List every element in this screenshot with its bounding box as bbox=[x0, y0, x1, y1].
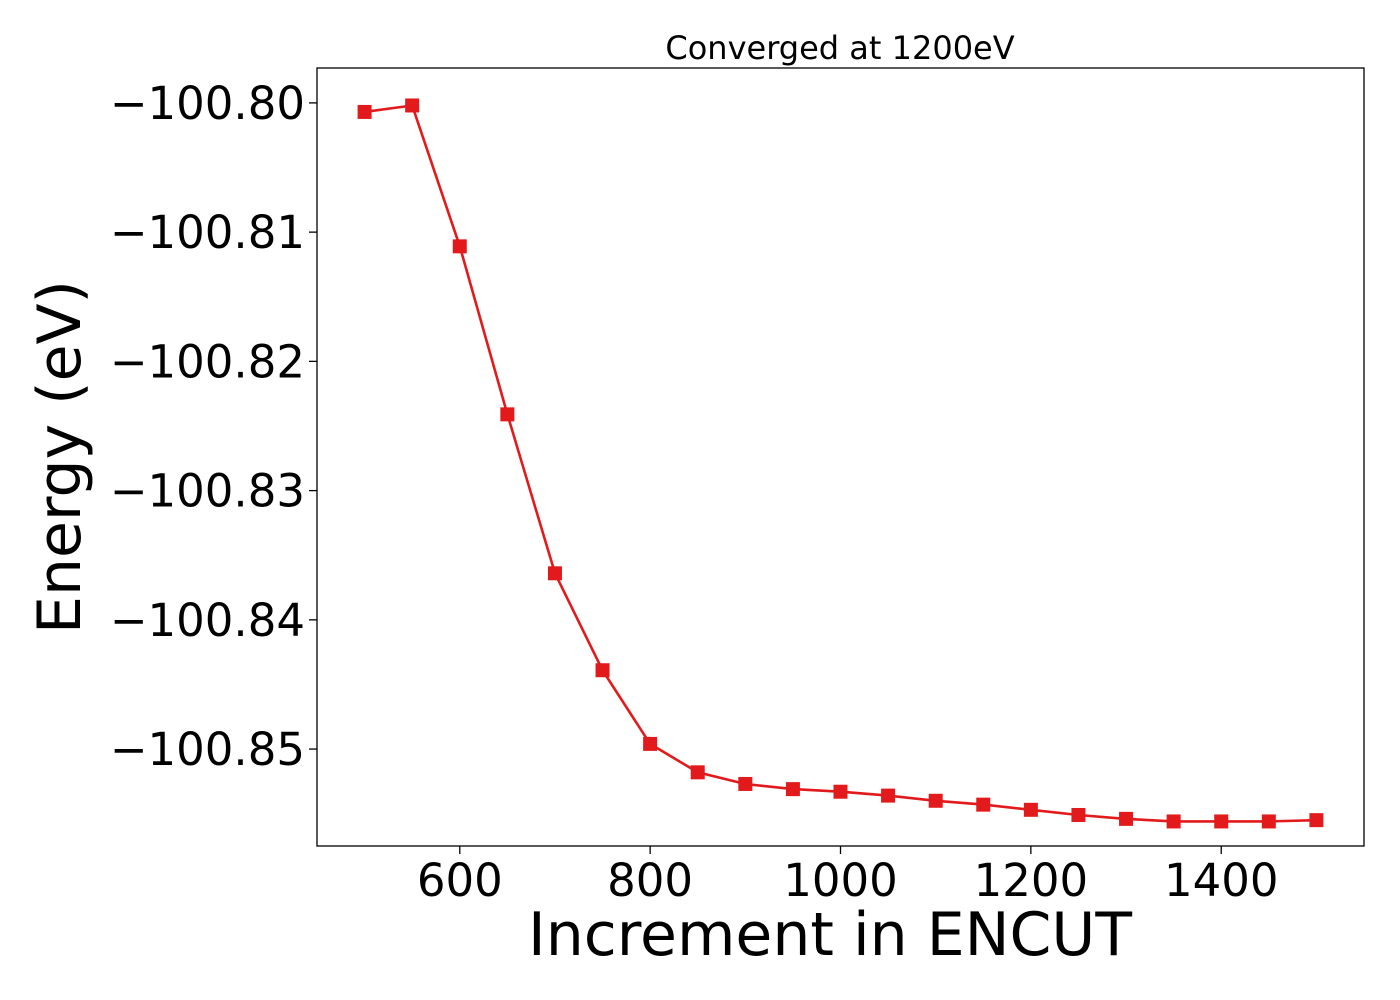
plot-frame bbox=[316, 67, 1365, 847]
data-point bbox=[1023, 802, 1038, 817]
y-tick-label: −100.80 bbox=[110, 77, 305, 130]
y-tick-label: −100.85 bbox=[110, 723, 305, 776]
data-point bbox=[500, 407, 515, 422]
data-point bbox=[1119, 811, 1134, 826]
y-tick-label: −100.82 bbox=[110, 335, 305, 388]
data-point bbox=[690, 765, 705, 780]
data-point bbox=[452, 239, 467, 254]
plot-area bbox=[357, 98, 1324, 829]
x-tick-label: 1400 bbox=[1164, 854, 1279, 907]
data-point bbox=[738, 776, 753, 791]
data-point bbox=[1071, 807, 1086, 822]
data-point bbox=[547, 566, 562, 581]
x-axis: 600 800 1000 1200 1400 bbox=[417, 846, 1279, 907]
data-point bbox=[1166, 814, 1181, 829]
data-point bbox=[1261, 814, 1276, 829]
data-point bbox=[357, 104, 372, 119]
x-tick-label: 1000 bbox=[783, 854, 898, 907]
data-point bbox=[643, 736, 658, 751]
y-tick-label: −100.81 bbox=[110, 206, 305, 259]
y-axis: −100.80 −100.81 −100.82 −100.83 −100.84 −100.… bbox=[110, 77, 317, 776]
x-tick-label: 1200 bbox=[974, 854, 1089, 907]
data-point bbox=[833, 784, 848, 799]
chart-title: Converged at 1200eV bbox=[665, 29, 1014, 67]
x-tick-label: 800 bbox=[607, 854, 693, 907]
x-tick-label: 600 bbox=[417, 854, 503, 907]
y-tick-label: −100.83 bbox=[110, 465, 305, 518]
y-axis-label: Energy (eV) bbox=[25, 280, 95, 634]
data-point bbox=[928, 793, 943, 808]
data-point bbox=[785, 782, 800, 797]
data-point bbox=[405, 98, 420, 113]
data-point bbox=[1214, 814, 1229, 829]
data-point bbox=[1309, 813, 1324, 828]
data-point bbox=[595, 663, 610, 678]
x-axis-label: Increment in ENCUT bbox=[528, 900, 1132, 970]
data-point bbox=[976, 797, 991, 812]
data-point bbox=[881, 788, 896, 803]
y-tick-label: −100.84 bbox=[110, 594, 305, 647]
